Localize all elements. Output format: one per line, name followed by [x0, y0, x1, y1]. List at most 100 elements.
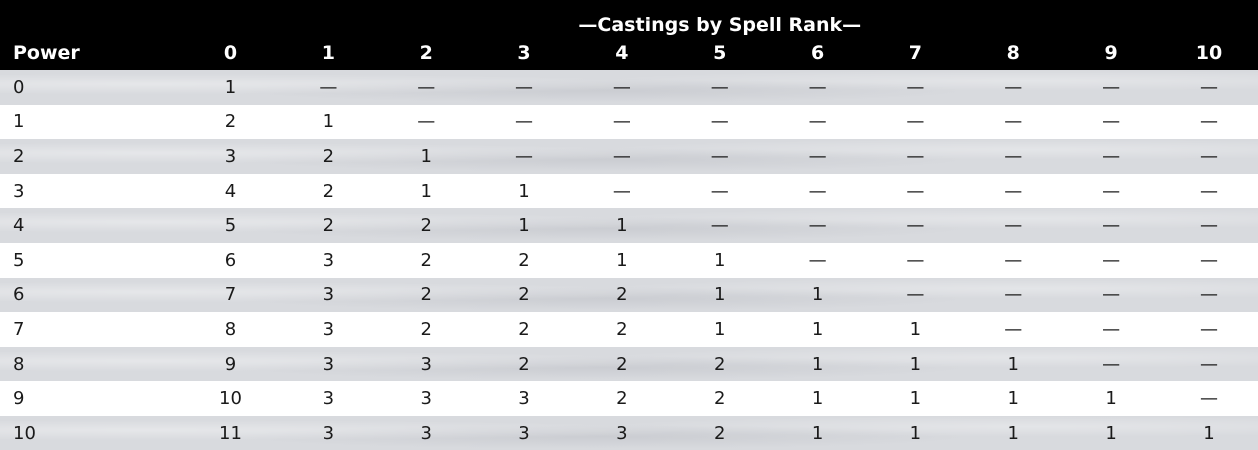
- castings-cell: —: [906, 76, 925, 98]
- castings-cell: 1: [1007, 388, 1019, 410]
- table-row: 2 3 2 1 — — — — — — — —: [0, 139, 1258, 174]
- castings-cell: 1: [713, 318, 726, 340]
- castings-cell: 2: [420, 318, 432, 340]
- castings-cell: —: [710, 111, 729, 133]
- castings-cell: 3: [224, 145, 237, 167]
- castings-cell: 1: [1105, 422, 1117, 444]
- castings-cell: —: [1102, 145, 1121, 167]
- castings-cell: —: [1102, 318, 1121, 340]
- castings-cell: —: [710, 76, 729, 98]
- castings-cell: —: [1004, 249, 1023, 271]
- castings-cell: —: [1200, 76, 1218, 98]
- castings-cell: 1: [1007, 422, 1019, 444]
- column-header-row: Power 0 1 2 3 4 5 6 7 8 9 10: [0, 36, 1258, 70]
- castings-cell: —: [1200, 111, 1218, 133]
- castings-cell: 3: [420, 353, 432, 375]
- castings-cell: 3: [420, 422, 432, 444]
- castings-cell: —: [1102, 353, 1121, 375]
- castings-cell: 6: [224, 249, 237, 271]
- castings-cell: 1: [420, 145, 432, 167]
- rank-column-header: 10: [1195, 42, 1223, 64]
- power-cell: 7: [13, 318, 25, 340]
- castings-cell: —: [808, 76, 827, 98]
- castings-cell: 1: [1007, 353, 1019, 375]
- group-header-spacer: [0, 0, 182, 36]
- table-row: 0 1 — — — — — — — — — —: [0, 70, 1258, 105]
- power-cell: 2: [13, 145, 25, 167]
- castings-cell: 1: [616, 249, 628, 271]
- castings-cell: 1: [909, 388, 922, 410]
- castings-cell: 3: [322, 353, 335, 375]
- castings-cell: 3: [322, 422, 335, 444]
- castings-cell: 3: [518, 388, 530, 410]
- castings-cell: 2: [322, 180, 335, 202]
- castings-cell: 9: [224, 353, 237, 375]
- power-cell: 6: [13, 284, 25, 306]
- castings-cell: —: [417, 111, 436, 133]
- castings-cell: 1: [420, 180, 432, 202]
- table-row: 9 10 3 3 3 2 2 1 1 1 1 —: [0, 381, 1258, 416]
- power-cell: 5: [13, 249, 25, 271]
- castings-cell: —: [906, 249, 925, 271]
- castings-cell: —: [1102, 284, 1121, 306]
- castings-cell: —: [1004, 76, 1023, 98]
- castings-cell: 8: [224, 318, 237, 340]
- castings-cell: 1: [322, 111, 335, 133]
- castings-cell: —: [515, 76, 534, 98]
- power-cell: 4: [13, 215, 25, 237]
- castings-cell: —: [808, 180, 827, 202]
- castings-cell: —: [319, 76, 338, 98]
- castings-cell: 3: [322, 249, 335, 271]
- rank-column-header: 9: [1104, 42, 1118, 64]
- castings-cell: —: [1200, 284, 1218, 306]
- castings-cell: —: [710, 215, 729, 237]
- castings-cell: 1: [811, 422, 824, 444]
- castings-cell: —: [1200, 318, 1218, 340]
- castings-cell: —: [1200, 180, 1218, 202]
- castings-cell: —: [1200, 353, 1218, 375]
- rank-column-header: 5: [713, 42, 727, 64]
- castings-cell: 1: [1203, 422, 1215, 444]
- castings-cell: 2: [420, 284, 432, 306]
- castings-cell: —: [808, 145, 827, 167]
- castings-cell: 2: [518, 353, 530, 375]
- table-header: —Castings by Spell Rank— Power 0 1 2 3 4 5 6 7 8…: [0, 0, 1258, 70]
- castings-cell: —: [1102, 180, 1121, 202]
- castings-cell: 2: [420, 215, 432, 237]
- castings-cell: —: [906, 180, 925, 202]
- castings-cell: 1: [811, 388, 824, 410]
- table-row: 8 9 3 3 2 2 2 1 1 1 — —: [0, 346, 1258, 382]
- castings-cell: 2: [713, 388, 726, 410]
- rank-column-header: 0: [223, 42, 238, 64]
- castings-cell: —: [906, 145, 925, 167]
- castings-cell: 2: [713, 422, 726, 444]
- castings-cell: 1: [909, 318, 922, 340]
- castings-cell: 3: [616, 422, 628, 444]
- castings-cell: —: [1004, 318, 1023, 340]
- rank-column-header: 8: [1006, 42, 1020, 64]
- castings-cell: —: [1004, 111, 1023, 133]
- castings-cell: 2: [518, 249, 530, 271]
- castings-cell: —: [612, 111, 631, 133]
- rank-column-header: 6: [810, 42, 825, 64]
- castings-cell: —: [808, 111, 827, 133]
- castings-cell: 4: [224, 180, 237, 202]
- castings-cell: 3: [322, 284, 335, 306]
- castings-cell: 7: [224, 284, 237, 306]
- table-row: 3 4 2 1 1 — — — — — — —: [0, 173, 1258, 209]
- castings-cell: 5: [224, 215, 237, 237]
- castings-cell: 1: [224, 76, 237, 98]
- power-cell: 1: [13, 111, 25, 133]
- castings-cell: 2: [616, 284, 628, 306]
- castings-cell: 3: [322, 388, 335, 410]
- castings-cell: 3: [322, 318, 335, 340]
- castings-cell: —: [906, 111, 925, 133]
- castings-cell: —: [1004, 284, 1023, 306]
- castings-cell: —: [808, 249, 827, 271]
- castings-cell: —: [1004, 145, 1023, 167]
- castings-cell: 2: [224, 111, 237, 133]
- power-column-header: Power: [13, 42, 80, 64]
- castings-cell: —: [1102, 215, 1121, 237]
